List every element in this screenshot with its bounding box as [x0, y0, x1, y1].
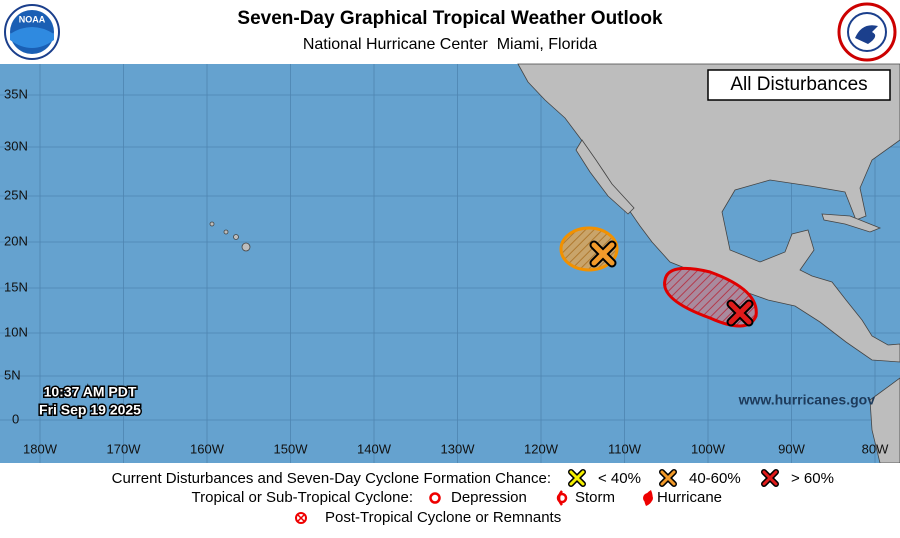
disturbance-orange [559, 226, 619, 272]
lon-label: 90W [778, 441, 805, 456]
panel-label: All Disturbances [730, 74, 867, 95]
legend-item: > 60% [791, 470, 834, 487]
lat-label: 20N [4, 233, 28, 248]
icon-medium [660, 470, 676, 486]
lon-label: 150W [274, 441, 309, 456]
icon-high [762, 470, 778, 486]
lon-label: 80W [862, 441, 889, 456]
icon-depression [429, 492, 441, 504]
lon-label: 170W [107, 441, 142, 456]
lon-label: 140W [357, 441, 392, 456]
logo-text: NOAA [19, 14, 46, 24]
lon-label: 120W [524, 441, 559, 456]
icon-storm [556, 490, 568, 506]
lon-label: 160W [190, 441, 225, 456]
legend-bg [0, 463, 900, 533]
title: Seven-Day Graphical Tropical Weather Out… [237, 8, 663, 29]
timestamp-date: Fri Sep 19 2025 [39, 402, 141, 418]
lat-label: 5N [4, 367, 21, 382]
lon-label: 130W [441, 441, 476, 456]
icon-low [569, 470, 585, 486]
disturbance-red [663, 266, 758, 328]
lat-label: 25N [4, 187, 28, 202]
lon-label: 100W [691, 441, 726, 456]
legend-item: 40-60% [689, 470, 741, 487]
header-bg [0, 0, 900, 64]
land [209, 63, 900, 464]
legend-item: Post-Tropical Cyclone or Remnants [325, 509, 561, 526]
icon-hurricane [643, 490, 653, 506]
legend-item: Hurricane [657, 489, 722, 506]
legend-item: < 40% [598, 470, 641, 487]
panel-label-box [707, 69, 891, 101]
legend-item: Storm [575, 489, 615, 506]
lat-label: 35N [4, 86, 28, 101]
lat-label: 30N [4, 138, 28, 153]
icon-post-tropical [295, 512, 307, 524]
legend-item: Depression [451, 489, 527, 506]
website: www.hurricanes.gov [738, 392, 876, 408]
nws-logo [837, 2, 897, 62]
timestamp-time: 10:37 AM PDT [44, 384, 137, 400]
subtitle: National Hurricane Center Miami, Florida [303, 36, 597, 53]
lat-label: 10N [4, 324, 28, 339]
lon-label: 110W [608, 441, 642, 456]
legend-label: Tropical or Sub-Tropical Cyclone: [192, 489, 413, 506]
legend-label: Current Disturbances and Seven-Day Cyclo… [112, 470, 551, 487]
lat-label: 0 [12, 411, 19, 426]
noaa-logo: NOAA [4, 4, 60, 60]
lon-label: 180W [23, 441, 58, 456]
lat-label: 15N [4, 279, 28, 294]
